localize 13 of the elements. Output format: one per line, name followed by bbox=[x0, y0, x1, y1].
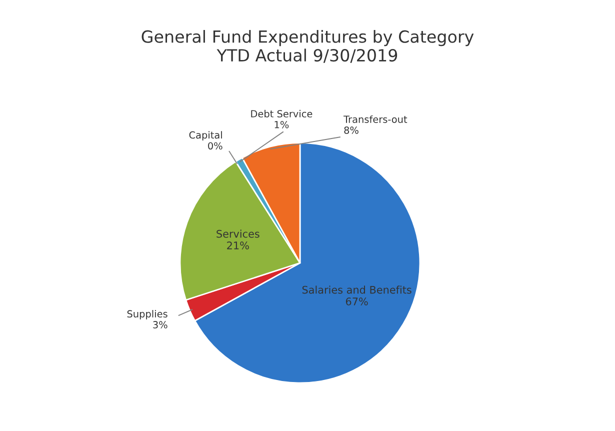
data-label: 3% bbox=[153, 321, 168, 328]
data-label: 1% bbox=[274, 120, 289, 128]
data-label: 8% bbox=[344, 126, 358, 134]
data-label: 67% bbox=[346, 298, 368, 306]
text: 0% bbox=[208, 142, 222, 150]
slice-label: Salaries and Benefits bbox=[302, 286, 412, 294]
slice-label: Supplies bbox=[127, 310, 168, 320]
slice-label: Services bbox=[216, 230, 260, 238]
chart-title: General Fund Expenditures by Category YTD Actual 9/30/2019 bbox=[142, 30, 474, 63]
slice-label: Debt Service bbox=[251, 110, 312, 118]
category-label: Capital bbox=[189, 131, 222, 141]
slice-label: Transfers-out bbox=[344, 115, 408, 123]
data-label: 21% bbox=[227, 242, 249, 250]
